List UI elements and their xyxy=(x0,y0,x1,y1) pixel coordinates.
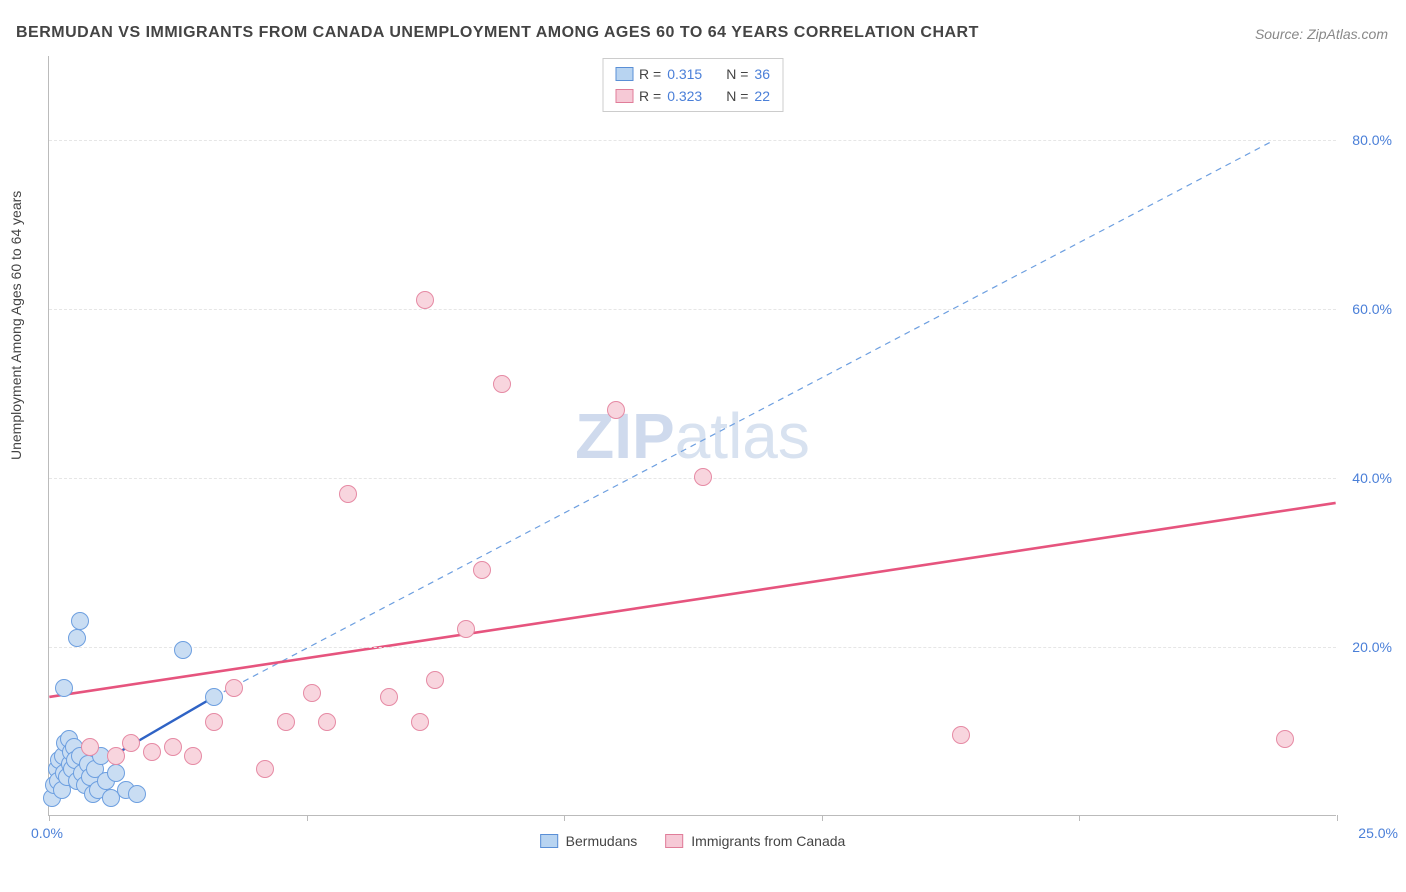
data-point xyxy=(174,641,192,659)
legend-item: Immigrants from Canada xyxy=(665,833,845,849)
data-point xyxy=(380,688,398,706)
data-point xyxy=(128,785,146,803)
x-axis-max-label: 25.0% xyxy=(1358,825,1398,841)
x-tick-mark xyxy=(307,815,308,821)
data-point xyxy=(1276,730,1294,748)
data-point xyxy=(473,561,491,579)
x-tick-mark xyxy=(49,815,50,821)
data-point xyxy=(457,620,475,638)
scatter-plot-area: ZIPatlas R =0.315N =36R =0.323N =22 0.0%… xyxy=(48,56,1336,816)
r-label: R = xyxy=(639,63,661,85)
y-tick-label: 20.0% xyxy=(1342,639,1392,655)
trend-lines-layer xyxy=(49,56,1336,815)
data-point xyxy=(68,629,86,647)
r-value: 0.323 xyxy=(667,85,702,107)
data-point xyxy=(607,401,625,419)
data-point xyxy=(184,747,202,765)
chart-title: BERMUDAN VS IMMIGRANTS FROM CANADA UNEMP… xyxy=(16,24,979,42)
trend-line xyxy=(49,503,1335,697)
legend-label: Immigrants from Canada xyxy=(691,833,845,849)
data-point xyxy=(256,760,274,778)
r-value: 0.315 xyxy=(667,63,702,85)
data-point xyxy=(411,713,429,731)
data-point xyxy=(205,713,223,731)
legend-item: Bermudans xyxy=(540,833,638,849)
n-label: N = xyxy=(726,85,748,107)
data-point xyxy=(55,679,73,697)
y-tick-label: 40.0% xyxy=(1342,470,1392,486)
series-swatch xyxy=(615,89,633,103)
n-value: 36 xyxy=(754,63,770,85)
gridline xyxy=(49,478,1336,479)
legend: Bermudans Immigrants from Canada xyxy=(540,833,846,849)
y-axis-label: Unemployment Among Ages 60 to 64 years xyxy=(8,191,24,460)
y-tick-label: 80.0% xyxy=(1342,132,1392,148)
x-tick-mark xyxy=(1079,815,1080,821)
legend-swatch xyxy=(540,834,558,848)
data-point xyxy=(318,713,336,731)
n-label: N = xyxy=(726,63,748,85)
x-axis-min-label: 0.0% xyxy=(31,825,63,841)
r-label: R = xyxy=(639,85,661,107)
x-tick-mark xyxy=(564,815,565,821)
legend-swatch xyxy=(665,834,683,848)
data-point xyxy=(303,684,321,702)
data-point xyxy=(493,375,511,393)
source-attribution: Source: ZipAtlas.com xyxy=(1255,26,1388,42)
stats-row: R = 0.315 N = 36 xyxy=(615,63,770,85)
n-value: 22 xyxy=(754,85,770,107)
gridline xyxy=(49,309,1336,310)
trend-line xyxy=(214,140,1274,697)
data-point xyxy=(426,671,444,689)
data-point xyxy=(416,291,434,309)
data-point xyxy=(225,679,243,697)
data-point xyxy=(164,738,182,756)
data-point xyxy=(694,468,712,486)
data-point xyxy=(143,743,161,761)
data-point xyxy=(81,738,99,756)
data-point xyxy=(339,485,357,503)
data-point xyxy=(277,713,295,731)
gridline xyxy=(49,140,1336,141)
data-point xyxy=(71,612,89,630)
data-point xyxy=(107,747,125,765)
data-point xyxy=(952,726,970,744)
x-tick-mark xyxy=(822,815,823,821)
data-point xyxy=(205,688,223,706)
data-point xyxy=(122,734,140,752)
correlation-stats-box: R = 0.315 N = 36 R = 0.323 N = 22 xyxy=(602,58,783,112)
stats-row: R = 0.323 N = 22 xyxy=(615,85,770,107)
series-swatch xyxy=(615,67,633,81)
legend-label: Bermudans xyxy=(566,833,638,849)
gridline xyxy=(49,647,1336,648)
y-tick-label: 60.0% xyxy=(1342,301,1392,317)
x-tick-mark xyxy=(1337,815,1338,821)
data-point xyxy=(107,764,125,782)
